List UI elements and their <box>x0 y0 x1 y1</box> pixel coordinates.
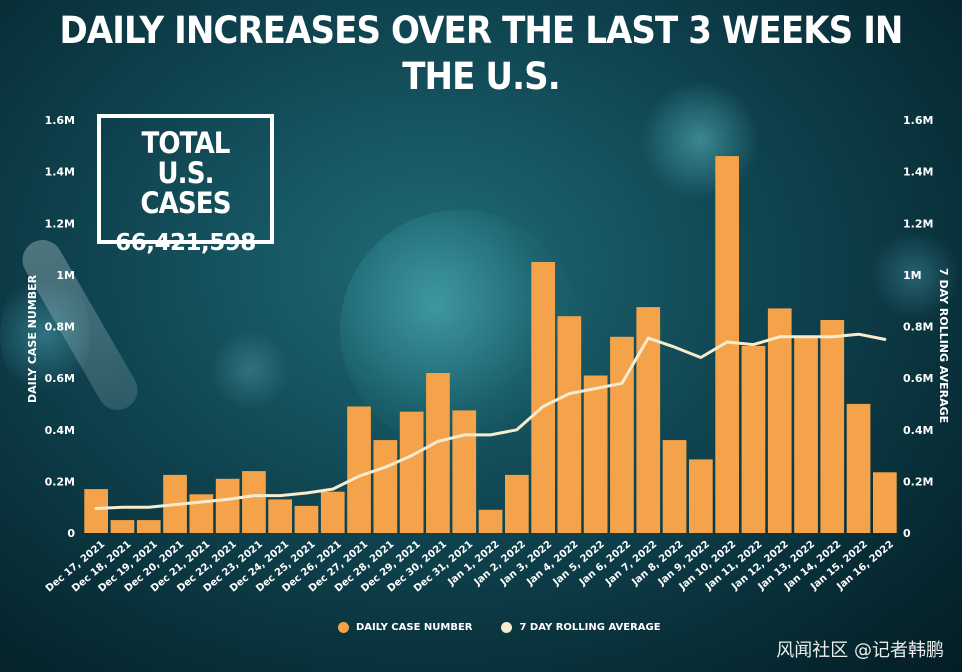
legend-rolling-label: 7 DAY ROLLING AVERAGE <box>519 622 661 633</box>
total-cases-label: TOTAL U.S. CASES <box>140 126 231 220</box>
y-tick-left-7: 1.4M <box>45 166 75 179</box>
y-tick-right-3: 0.6M <box>903 372 933 385</box>
bar-9 <box>320 491 345 533</box>
y-tick-right-6: 1.2M <box>903 217 933 230</box>
bar-30 <box>873 472 897 533</box>
bar-15 <box>478 509 503 533</box>
bar-series <box>84 156 897 533</box>
watermark: 风闻社区 @记者韩鹏 <box>776 636 944 662</box>
bar-10 <box>347 406 371 533</box>
total-cases-value: 66,421,598 <box>115 230 256 256</box>
y-tick-right-2: 0.4M <box>903 424 933 437</box>
legend-daily-label: DAILY CASE NUMBER <box>356 622 473 633</box>
bar-28 <box>820 320 845 533</box>
y-axis-left: 0 0.2M 0.4M 0.6M 0.8M 1M 1.2M 1.4M 1.6M <box>45 114 76 540</box>
bar-19 <box>583 375 608 533</box>
legend-daily-swatch <box>338 622 349 633</box>
bar-2 <box>136 520 161 533</box>
y-tick-left-8: 1.6M <box>45 114 75 127</box>
y-tick-right-5: 1M <box>903 269 922 282</box>
y-axis-left-title: DAILY CASE NUMBER <box>26 275 39 403</box>
bar-0 <box>84 489 108 533</box>
chart-title-text: DAILY INCREASES OVER THE LAST 3 WEEKS IN… <box>59 9 903 98</box>
y-axis-right-title: 7 DAY ROLLING AVERAGE <box>937 268 950 423</box>
bar-22 <box>662 440 687 533</box>
bar-11 <box>373 440 398 533</box>
rolling-average-line <box>94 332 887 510</box>
bar-21 <box>636 307 661 533</box>
y-tick-left-6: 1.2M <box>45 217 75 230</box>
bar-14 <box>452 410 477 533</box>
bar-29 <box>846 403 871 533</box>
y-axis-left-title-text: DAILY CASE NUMBER <box>26 274 39 403</box>
y-tick-left-4: 0.8M <box>45 321 75 334</box>
bar-5 <box>215 478 240 533</box>
watermark-text: 风闻社区 @记者韩鹏 <box>776 640 944 661</box>
chart-title: DAILY INCREASES OVER THE LAST 3 WEEKS IN… <box>38 8 923 100</box>
y-tick-left-5: 1M <box>56 269 75 282</box>
total-cases-box: TOTAL U.S. CASES 66,421,598 <box>97 114 274 256</box>
bar-1 <box>110 520 135 533</box>
bar-16 <box>505 474 529 533</box>
bar-6 <box>242 471 266 533</box>
y-tick-right-7: 1.4M <box>903 166 933 179</box>
bar-23 <box>689 459 713 533</box>
y-tick-left-1: 0.2M <box>45 475 75 488</box>
bar-7 <box>268 499 292 533</box>
y-tick-left-2: 0.4M <box>45 424 75 437</box>
bar-24 <box>715 156 739 533</box>
legend: DAILY CASE NUMBER 7 DAY ROLLING AVERAGE <box>338 622 661 633</box>
bar-18 <box>557 316 582 533</box>
y-axis-right-title-text: 7 DAY ROLLING AVERAGE <box>937 268 950 424</box>
bar-27 <box>794 336 818 533</box>
y-tick-right-8: 1.6M <box>903 114 933 127</box>
y-tick-right-1: 0.2M <box>903 475 933 488</box>
bar-17 <box>531 262 555 533</box>
y-tick-right-0: 0 <box>903 527 911 540</box>
y-tick-left-0: 0 <box>67 527 75 540</box>
bar-12 <box>399 411 424 533</box>
bar-8 <box>294 505 319 533</box>
bar-25 <box>741 345 766 533</box>
y-axis-right: 0 0.2M 0.4M 0.6M 0.8M 1M 1.2M 1.4M 1.6M <box>903 114 933 540</box>
y-tick-right-4: 0.8M <box>903 321 933 334</box>
bar-13 <box>426 373 450 533</box>
rolling-average-series <box>94 332 887 510</box>
y-tick-left-3: 0.6M <box>45 372 75 385</box>
legend-rolling-swatch <box>501 622 513 633</box>
bar-26 <box>767 308 792 533</box>
